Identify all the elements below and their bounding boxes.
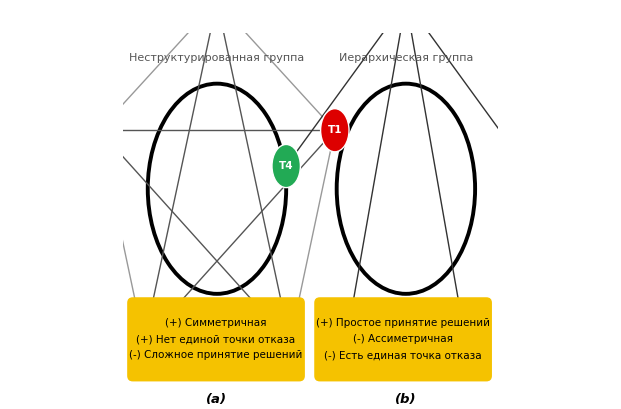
Text: (+) Симметричная
(+) Нет единой точки отказа
(-) Сложное принятие решений: (+) Симметричная (+) Нет единой точки от… (129, 318, 302, 360)
FancyBboxPatch shape (314, 297, 492, 382)
Text: T4: T4 (92, 125, 106, 135)
Ellipse shape (85, 109, 114, 152)
Text: T2: T2 (458, 337, 473, 347)
Ellipse shape (272, 144, 301, 188)
Text: (a): (a) (206, 393, 227, 406)
Ellipse shape (320, 109, 349, 152)
Text: T2: T2 (283, 337, 297, 347)
Ellipse shape (276, 321, 304, 364)
Ellipse shape (392, 0, 420, 23)
Ellipse shape (337, 84, 475, 294)
Ellipse shape (512, 144, 540, 188)
Ellipse shape (148, 84, 286, 294)
Text: Неструктурированная группа: Неструктурированная группа (129, 53, 304, 63)
Text: T3: T3 (137, 337, 152, 347)
Ellipse shape (130, 321, 158, 364)
Text: T1: T1 (327, 125, 342, 135)
Text: T1: T1 (519, 161, 533, 171)
Text: T0: T0 (210, 0, 224, 6)
Text: T0: T0 (399, 0, 413, 6)
Text: Иерархическая группа: Иерархическая группа (338, 53, 473, 63)
Text: (b): (b) (395, 393, 417, 406)
FancyBboxPatch shape (127, 297, 305, 382)
Ellipse shape (202, 0, 231, 23)
Ellipse shape (332, 321, 360, 364)
Text: T4: T4 (279, 161, 294, 171)
Text: T3: T3 (339, 337, 353, 347)
Text: (+) Простое принятие решений
(-) Ассиметричная
(-) Есть единая точка отказа: (+) Простое принятие решений (-) Ассимет… (316, 318, 490, 360)
Ellipse shape (451, 321, 480, 364)
